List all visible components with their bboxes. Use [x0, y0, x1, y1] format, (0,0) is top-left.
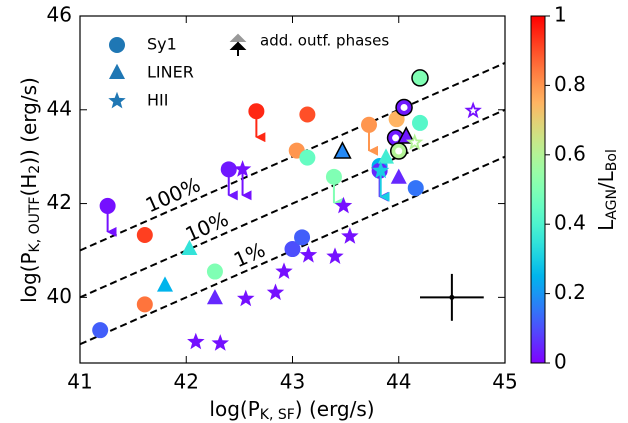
point: [206, 263, 223, 280]
x-label-sub: K, SF: [260, 407, 295, 423]
colorbar: [530, 15, 546, 364]
x-label-part: log(P: [209, 397, 259, 421]
point-center: [400, 103, 408, 111]
point: [326, 247, 344, 264]
point: [299, 245, 318, 263]
legend-marker: [108, 91, 126, 109]
y-tick-label: 42: [47, 190, 72, 214]
point: [157, 276, 173, 292]
point-center: [410, 138, 419, 146]
ratio-line: [80, 108, 505, 299]
x-tick-label: 42: [174, 370, 199, 394]
point: [136, 296, 153, 313]
point: [390, 168, 407, 184]
point: [333, 141, 352, 159]
point-center: [469, 106, 477, 114]
ratio-label: 100%: [142, 172, 204, 217]
x-tick-label: 44: [386, 370, 411, 394]
colorbar-tick-label: 0.6: [554, 141, 586, 165]
ratio-label: 1%: [230, 237, 269, 272]
point: [396, 126, 416, 144]
legend-label: HII: [147, 91, 168, 110]
y-label-part: )) (erg/s): [17, 77, 41, 165]
x-tick-label: 43: [280, 370, 305, 394]
point: [233, 160, 252, 177]
legend-marker: [109, 63, 125, 79]
legend-note: add. outf. phases: [260, 32, 389, 50]
colorbar-tick-label: 0.2: [554, 280, 586, 304]
point: [334, 196, 353, 214]
y-tick-label: 40: [47, 284, 72, 308]
y-tick-label: 46: [47, 3, 72, 27]
point: [211, 334, 229, 351]
point: [341, 227, 359, 244]
point: [136, 226, 153, 243]
point-center: [395, 147, 403, 155]
point-center: [392, 134, 400, 142]
point: [371, 161, 390, 179]
cb-label-sub: Bol: [604, 149, 620, 171]
x-axis-label: log(PK, SF) (erg/s): [209, 397, 374, 423]
point: [92, 322, 109, 339]
point: [237, 289, 255, 307]
cb-label-part: L: [594, 219, 618, 231]
point: [99, 197, 116, 214]
legend-label: LINER: [147, 63, 194, 82]
point: [206, 289, 223, 305]
point: [187, 332, 205, 350]
colorbar-tick-label: 0.8: [554, 72, 586, 96]
legend-label: Sy1: [147, 35, 177, 54]
point: [220, 161, 237, 178]
point: [412, 114, 428, 131]
point: [248, 103, 265, 120]
point: [299, 149, 316, 166]
y-label-sub: K, OUTF: [27, 197, 43, 253]
x-tick-label: 41: [67, 370, 92, 394]
point: [284, 241, 301, 258]
x-tick-label: 45: [492, 370, 517, 394]
cb-label-sub: AGN: [604, 189, 620, 220]
point: [361, 116, 377, 133]
colorbar-label: LAGN/LBol: [594, 149, 621, 231]
x-label-part: ) (erg/s): [295, 397, 375, 421]
point: [266, 283, 285, 301]
point: [325, 168, 342, 185]
point: [411, 69, 429, 87]
point: [275, 262, 293, 279]
plot-area: [80, 61, 505, 351]
y-label-sub: 2: [27, 165, 43, 174]
y-label-part: (H: [17, 174, 41, 197]
colorbar-tick-label: 0: [554, 350, 567, 374]
legend-arrow-black: [229, 41, 247, 56]
point: [181, 239, 198, 256]
y-axis-label: log(PK, OUTF(H2)) (erg/s): [17, 77, 44, 303]
error-bar-center: [449, 294, 455, 300]
cb-label-part: /L: [594, 170, 618, 189]
point: [407, 180, 424, 197]
colorbar-tick-label: 0.4: [554, 211, 586, 235]
y-label-part: log(P: [17, 252, 41, 302]
point: [294, 229, 311, 246]
point: [378, 148, 394, 164]
legend-marker: [109, 37, 125, 53]
y-tick-label: 44: [47, 96, 72, 120]
colorbar-tick-label: 1: [554, 3, 567, 27]
point: [299, 106, 316, 123]
